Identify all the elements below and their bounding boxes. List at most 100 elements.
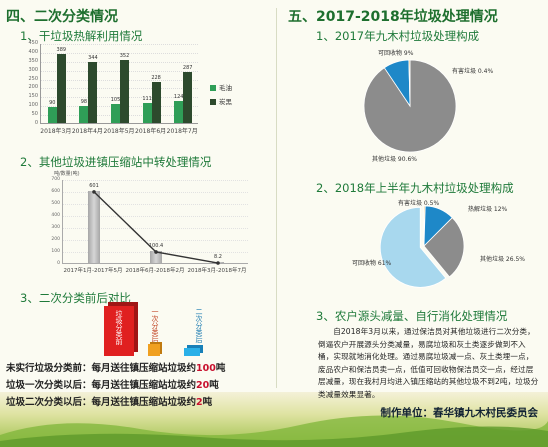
chart1-bar-carbon <box>183 71 193 123</box>
chart2-trend-point <box>216 261 220 265</box>
cube-before-label: 垃圾分类前 <box>115 310 123 345</box>
comparison-line-3: 垃圾二次分类以后：每月送往镇压缩站垃圾约2吨 <box>6 394 225 408</box>
legend-item-carbon: 炭黑 <box>210 96 232 106</box>
pie1-label-other: 其他垃圾 90.6% <box>372 156 417 163</box>
pie-chart-2018 <box>380 205 465 288</box>
subsection-title-2: 2、其他垃圾进镇压缩站中转处理情况 <box>20 155 212 169</box>
cube-mid-label: 一次分类后 <box>151 308 159 343</box>
chart1-value-label: 228 <box>151 75 161 82</box>
chart1-bar-carbon <box>88 61 98 123</box>
chart1-value-label: 111 <box>142 96 152 103</box>
right-subsection-title-3: 3、农户源头减量、自行消化处理情况 <box>316 309 508 323</box>
chart2-x-tick: 2018年6月-2018年2月 <box>125 268 185 274</box>
line1-suffix: 吨 <box>215 363 226 374</box>
legend-label-oil: 毛油 <box>219 84 232 92</box>
chart1-bar-oil <box>47 107 57 123</box>
chart1-gridline <box>41 44 198 45</box>
column-divider <box>276 8 277 388</box>
legend-swatch-oil <box>210 85 216 91</box>
chart1-y-tick: 300 <box>28 66 38 73</box>
chart2-gridline <box>63 192 248 193</box>
chart1-bar-carbon <box>120 60 129 123</box>
line2-value: 20 <box>196 380 210 391</box>
chart1-y-axis: 0 50 100 150 200 250 300 350 400 450 <box>22 40 38 126</box>
line3-suffix: 吨 <box>202 397 213 408</box>
chart2-y-tick: 300 <box>51 225 60 230</box>
line3-value: 2 <box>196 397 203 408</box>
chart1-value-label: 98 <box>80 98 88 105</box>
chart2-trend-line-svg <box>92 190 220 265</box>
chart1-plot-area: 90 389 98 344 105 352 111 228 124 287 <box>40 44 198 124</box>
line2-suffix: 吨 <box>209 380 219 391</box>
comparison-line-1: 未实行垃圾分类前：每月送往镇压缩站垃圾约100吨 <box>6 360 225 374</box>
chart1-value-label: 352 <box>119 53 130 60</box>
chart1-bar-oil <box>174 100 184 123</box>
pie-chart-2017 <box>363 59 457 153</box>
chart1-x-tick: 2018年4月 <box>71 128 103 135</box>
right-subsection-title-2: 2、2018年上半年九木村垃圾处理构成 <box>316 181 514 195</box>
chart1-gridline <box>41 52 198 54</box>
chart1-x-tick: 2018年3月 <box>40 128 72 135</box>
comparison-line-2: 垃圾一次分类以后：每月送往镇压缩站垃圾约20吨 <box>6 377 225 391</box>
chart1-value-label: 389 <box>56 46 67 53</box>
legend-label-carbon: 炭黑 <box>219 98 232 106</box>
chart2-value-label: 601 <box>89 182 99 189</box>
chart1-value-label: 90 <box>49 100 56 106</box>
chart1-value-label: 287 <box>182 64 193 71</box>
subsection-title-3: 3、二次分类前后对比 <box>20 291 131 305</box>
chart2-y-tick: 0 <box>57 261 60 266</box>
chart1-bar-carbon <box>56 53 66 123</box>
chart1-gridline <box>41 97 198 99</box>
chart1-x-tick: 2018年6月 <box>135 128 167 135</box>
chart2-y-tick: 400 <box>51 213 60 218</box>
chart1-y-tick: 100 <box>28 102 38 109</box>
comparison-cubes: 垃圾分类前 一次分类后 二次分类后 <box>80 306 260 358</box>
pie1-slice-2 <box>408 59 411 107</box>
chart1-gridline <box>41 79 198 81</box>
pie2-label-other: 其他垃圾 26.5% <box>480 256 525 263</box>
chart2-trend-point <box>154 250 158 254</box>
chart2-y-tick: 500 <box>51 201 60 206</box>
subsection-title-1: 1、干垃圾热解利用情况 <box>20 29 143 43</box>
chart1-value-label: 105 <box>110 97 121 104</box>
reduction-paragraph: 自2018年3月以来，通过保洁员对其他垃圾进行二次分类，倒逼农户开展源头分类减量… <box>318 327 539 399</box>
chart1-y-tick: 250 <box>28 75 38 82</box>
line1-prefix: 未实行垃圾分类前：每月送往镇压缩站垃圾约 <box>6 363 197 374</box>
chart1-value-label: 124 <box>173 93 184 100</box>
chart2-gridline <box>63 216 248 217</box>
bar-line-chart-transfer: 吨/数量(吨) 0 100 200 300 400 500 600 700 601 100.4 8… <box>51 171 262 280</box>
chart2-y-tick: 200 <box>51 237 60 242</box>
chart2-x-tick: 2017年1月-2017年5月 <box>63 268 123 274</box>
cube-after-label: 二次分类后 <box>195 308 203 343</box>
chart1-legend: 毛油 炭黑 <box>210 82 232 106</box>
cube-mid <box>148 344 160 356</box>
chart2-y-tick: 600 <box>51 189 60 194</box>
chart2-gridline <box>63 240 248 241</box>
pie1-label-recyclable: 可回收物 9% <box>378 50 414 57</box>
footer-producer: 制作单位：春华镇九木村民委员会 <box>380 407 539 419</box>
right-subsection-title-1: 1、2017年九木村垃圾处理构成 <box>316 29 480 43</box>
chart1-bar-oil <box>142 103 152 123</box>
chart2-gridline <box>63 204 248 205</box>
chart1-bar-oil <box>111 104 120 123</box>
chart2-y-label: 吨/数量(吨) <box>54 171 80 177</box>
chart2-plot-area: 601 100.4 8.2 <box>62 180 248 265</box>
chart2-gridline <box>63 228 248 229</box>
section-title-left: 四、二次分类情况 <box>6 9 118 25</box>
pie2-label-recyclable: 可回收物 61% <box>352 260 392 267</box>
chart2-x-tick: 2018年3月-2018年7月 <box>187 268 247 274</box>
cube-after <box>184 348 200 356</box>
chart2-value-label: 8.2 <box>214 254 222 261</box>
chart1-y-tick: 0 <box>34 120 38 126</box>
chart2-y-tick: 100 <box>51 249 60 254</box>
chart1-x-tick: 2018年5月 <box>103 128 135 135</box>
chart2-value-label: 100.4 <box>148 242 164 249</box>
cube-before <box>104 306 134 356</box>
chart1-y-tick: 150 <box>28 93 38 100</box>
chart2-x-axis: 2017年1月-2017年5月 2018年6月-2018年2月 2018年3月-20… <box>62 266 248 276</box>
section-title-right: 五、2017-2018年垃圾处理情况 <box>288 9 498 25</box>
chart1-y-tick: 50 <box>31 111 38 118</box>
line2-prefix: 垃圾一次分类以后：每月送往镇压缩站垃圾约 <box>6 380 197 391</box>
chart1-y-tick: 400 <box>28 48 38 55</box>
chart2-bar <box>150 250 162 263</box>
